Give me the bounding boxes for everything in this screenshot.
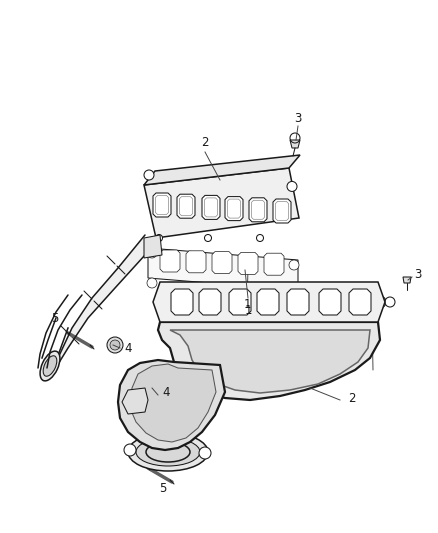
Polygon shape (257, 289, 279, 315)
Circle shape (356, 298, 364, 306)
Polygon shape (153, 282, 385, 322)
Text: 3: 3 (294, 111, 302, 125)
Polygon shape (287, 289, 309, 315)
Circle shape (326, 298, 334, 306)
Text: 4: 4 (124, 342, 132, 354)
Text: 2: 2 (201, 136, 209, 149)
Text: 1: 1 (244, 303, 252, 317)
Polygon shape (319, 289, 341, 315)
Circle shape (264, 298, 272, 306)
Polygon shape (199, 289, 221, 315)
Circle shape (287, 181, 297, 191)
Polygon shape (148, 248, 298, 290)
Circle shape (385, 297, 395, 307)
Polygon shape (144, 155, 300, 185)
Circle shape (294, 298, 302, 306)
Polygon shape (153, 193, 171, 217)
Circle shape (199, 447, 211, 459)
Polygon shape (273, 199, 291, 223)
Circle shape (159, 296, 171, 308)
Ellipse shape (136, 438, 200, 466)
Circle shape (178, 298, 186, 306)
Polygon shape (264, 253, 284, 275)
Polygon shape (171, 289, 193, 315)
Circle shape (374, 296, 386, 308)
Polygon shape (144, 235, 162, 258)
Polygon shape (144, 168, 299, 238)
Ellipse shape (40, 351, 60, 381)
Polygon shape (186, 251, 206, 273)
Text: 1: 1 (243, 298, 251, 311)
Polygon shape (118, 360, 225, 450)
Circle shape (236, 298, 244, 306)
Polygon shape (212, 252, 232, 273)
Circle shape (107, 337, 123, 353)
Polygon shape (202, 196, 220, 220)
Text: 4: 4 (162, 386, 170, 400)
Text: 5: 5 (51, 311, 59, 325)
Circle shape (147, 248, 157, 258)
Circle shape (205, 235, 212, 241)
Polygon shape (403, 277, 411, 283)
Circle shape (289, 260, 299, 270)
Polygon shape (122, 388, 148, 414)
Polygon shape (225, 197, 243, 221)
Ellipse shape (128, 433, 208, 471)
Polygon shape (349, 289, 371, 315)
Circle shape (144, 170, 154, 180)
Circle shape (147, 383, 157, 393)
Ellipse shape (43, 356, 57, 376)
Circle shape (257, 235, 264, 241)
Polygon shape (177, 194, 195, 218)
Polygon shape (249, 198, 267, 222)
Circle shape (110, 340, 120, 350)
Circle shape (143, 379, 161, 397)
Polygon shape (158, 322, 380, 400)
Text: 5: 5 (159, 481, 167, 495)
Text: 3: 3 (414, 269, 422, 281)
Circle shape (206, 298, 214, 306)
Circle shape (289, 290, 299, 300)
Circle shape (155, 235, 162, 241)
Polygon shape (238, 253, 258, 274)
Polygon shape (170, 330, 370, 393)
Polygon shape (160, 250, 180, 272)
Polygon shape (130, 364, 216, 442)
Polygon shape (52, 235, 145, 374)
Polygon shape (290, 140, 300, 148)
Circle shape (124, 444, 136, 456)
Circle shape (129, 395, 143, 409)
Text: 2: 2 (348, 392, 356, 405)
Circle shape (147, 278, 157, 288)
Polygon shape (229, 289, 251, 315)
